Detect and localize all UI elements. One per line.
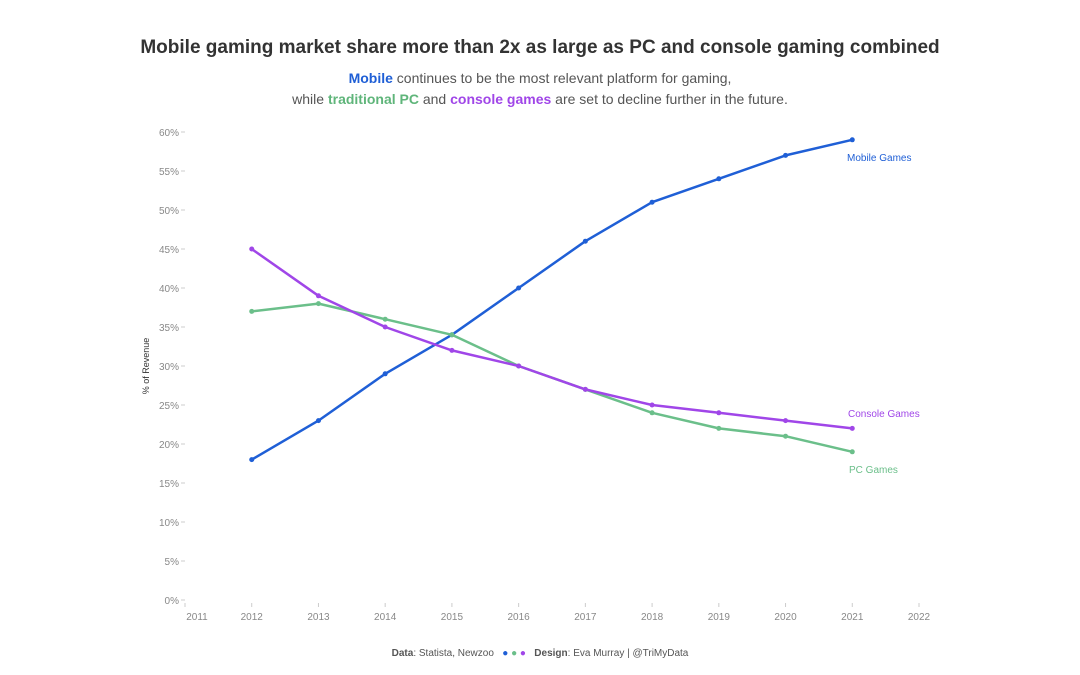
- x-tick-label: 2020: [774, 612, 797, 623]
- data-point-console: [516, 363, 522, 369]
- data-point-pc: [249, 308, 255, 314]
- data-point-mobile: [382, 371, 388, 377]
- x-tick-label: 2012: [241, 612, 264, 623]
- data-point-pc: [315, 301, 321, 307]
- y-tick-label: 0%: [165, 596, 180, 607]
- data-point-console: [649, 402, 655, 408]
- subtitle-text: and: [418, 91, 451, 107]
- footer-data-label: Data: [391, 648, 414, 659]
- footer-data-source: : Statista, Newzoo: [413, 648, 494, 659]
- data-point-mobile: [649, 199, 655, 205]
- x-tick-label: 2011: [186, 612, 208, 623]
- subtitle-line-2: while traditional PC and console games a…: [0, 91, 1080, 107]
- series-label-pc: PC Games: [849, 465, 898, 476]
- subtitle-pc: traditional PC: [327, 91, 419, 107]
- data-point-mobile: [249, 457, 255, 463]
- data-point-mobile: [516, 285, 522, 291]
- x-tick-label: 2018: [641, 612, 664, 623]
- x-tick-label: 2017: [574, 612, 597, 623]
- series-label-console: Console Games: [848, 409, 920, 420]
- x-tick-label: 2015: [441, 612, 464, 623]
- footer-design-label: Design: [534, 648, 568, 659]
- data-point-mobile: [849, 137, 855, 143]
- data-point-mobile: [315, 418, 321, 424]
- subtitle-mobile: Mobile: [348, 70, 393, 86]
- x-tick-label: 2019: [708, 612, 731, 623]
- x-tick-label: 2016: [508, 612, 531, 623]
- data-point-console: [582, 386, 588, 392]
- y-tick-label: 20%: [159, 440, 179, 451]
- x-tick-label: 2014: [374, 612, 397, 623]
- series-line-console: [251, 247, 853, 430]
- data-point-pc: [382, 316, 388, 322]
- y-tick-label: 25%: [159, 401, 179, 412]
- series-line-mobile: [251, 138, 853, 461]
- data-point-mobile: [783, 152, 789, 158]
- series-label-mobile: Mobile Games: [847, 153, 911, 164]
- x-tick-label: 2021: [841, 612, 864, 623]
- line-chart: 0% 5% 10% 15% 20% 25% 30% 35% 40% 45% 50% 55% 60% 201…: [141, 128, 931, 623]
- data-point-pc: [449, 332, 455, 338]
- y-tick-label: 40%: [159, 284, 179, 295]
- data-point-pc: [849, 449, 855, 455]
- subtitle-text: while: [292, 91, 328, 107]
- data-point-mobile: [582, 238, 588, 244]
- y-tick-label: 15%: [159, 479, 179, 490]
- data-point-mobile: [716, 176, 722, 182]
- data-point-console: [315, 293, 321, 299]
- y-tick-label: 10%: [159, 518, 179, 529]
- footer-design-credit: : Eva Murray | @TriMyData: [567, 648, 689, 659]
- data-point-console: [449, 347, 455, 353]
- y-tick-label: 55%: [159, 167, 179, 178]
- x-tick-label: 2022: [908, 612, 931, 623]
- y-tick-label: 60%: [159, 128, 179, 139]
- x-tick-label: 2013: [307, 612, 330, 623]
- subtitle-console: console games: [450, 91, 552, 107]
- data-point-console: [716, 410, 722, 416]
- y-axis-label: % of Revenue: [141, 338, 151, 395]
- y-tick-label: 50%: [159, 206, 179, 217]
- data-point-console: [382, 324, 388, 330]
- subtitle-line-1: Mobile continues to be the most relevant…: [0, 70, 1080, 86]
- subtitle-text: are set to decline further in the future…: [551, 91, 788, 107]
- footer: Data: Statista, Newzoo ● ● ● Design: Eva…: [0, 648, 1080, 659]
- data-point-console: [783, 418, 789, 424]
- y-tick-label: 35%: [159, 323, 179, 334]
- data-point-pc: [716, 425, 722, 431]
- data-point-pc: [783, 433, 789, 439]
- y-tick-label: 5%: [165, 557, 180, 568]
- footer-dots: ● ● ●: [502, 648, 526, 659]
- data-point-console: [849, 425, 855, 431]
- data-point-pc: [649, 410, 655, 416]
- y-tick-label: 45%: [159, 245, 179, 256]
- subtitle-text: continues to be the most relevant platfo…: [392, 70, 732, 86]
- data-point-console: [249, 246, 255, 252]
- chart-title: Mobile gaming market share more than 2x …: [140, 37, 940, 58]
- y-tick-label: 30%: [159, 362, 179, 373]
